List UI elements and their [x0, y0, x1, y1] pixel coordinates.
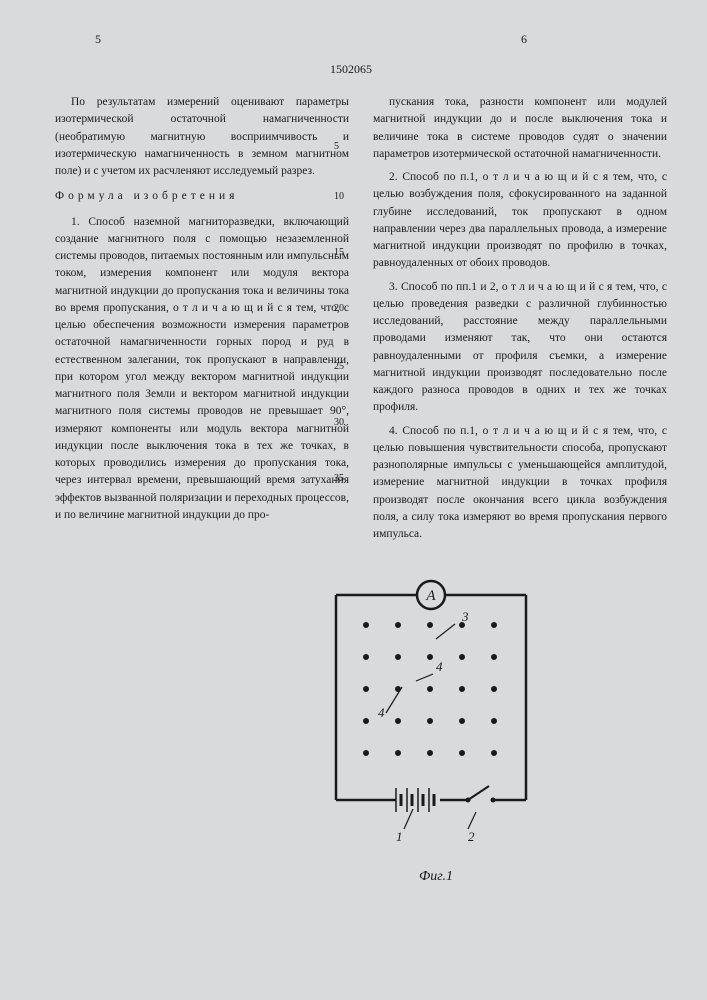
diagram-container: A 3 4 4 1 2 Фиг.1	[195, 565, 667, 886]
circuit-diagram: A 3 4 4 1 2	[296, 565, 566, 855]
svg-text:A: A	[425, 588, 436, 604]
svg-text:3: 3	[461, 609, 469, 624]
line-number: 35	[334, 474, 344, 484]
svg-text:4: 4	[436, 659, 443, 674]
text-columns: По результатам измерений оценивают парам…	[55, 94, 667, 549]
line-number: 10	[334, 192, 344, 202]
formula-title: Формула изобретения	[55, 188, 349, 205]
right-para-1: пускания тока, разности компонент или мо…	[373, 94, 667, 163]
page-content: 5 6 1502065 5101520253035 По результатам…	[0, 0, 707, 907]
page-num-right: 6	[521, 30, 527, 48]
line-number: 5	[334, 142, 339, 152]
line-number: 20	[334, 304, 344, 314]
line-number: 25	[334, 362, 344, 372]
svg-text:1: 1	[396, 829, 403, 844]
left-column: По результатам измерений оценивают парам…	[55, 94, 349, 549]
right-para-4: 4. Способ по п.1, о т л и ч а ю щ и й с …	[373, 423, 667, 544]
right-column: пускания тока, разности компонент или мо…	[373, 94, 667, 549]
left-para-2: 1. Способ наземной магниторазведки, вклю…	[55, 214, 349, 525]
right-para-2: 2. Способ по п.1, о т л и ч а ю щ и й с …	[373, 169, 667, 273]
header-row: 5 6	[55, 30, 667, 48]
svg-text:2: 2	[468, 829, 475, 844]
document-number: 1502065	[35, 60, 667, 78]
figure-label: Фиг.1	[205, 866, 667, 887]
left-para-1: По результатам измерений оценивают парам…	[55, 94, 349, 180]
svg-text:4: 4	[378, 705, 385, 720]
line-number: 15	[334, 248, 344, 258]
page-num-left: 5	[95, 30, 101, 48]
line-number: 30	[334, 418, 344, 428]
right-para-3: 3. Способ по пп.1 и 2, о т л и ч а ю щ и…	[373, 279, 667, 417]
